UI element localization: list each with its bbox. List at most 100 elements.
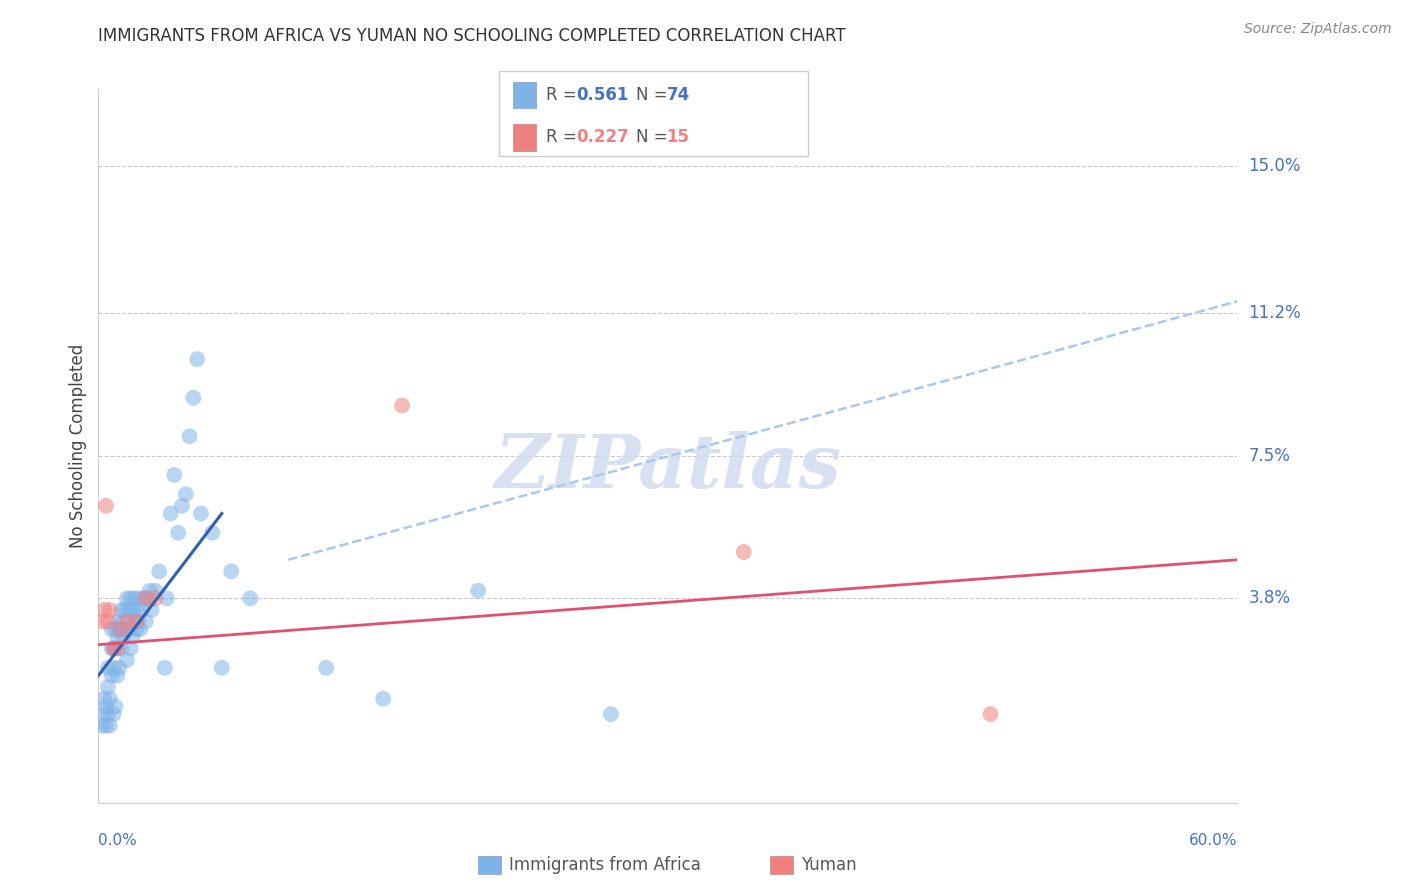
Point <box>104 641 127 656</box>
Point <box>93 603 115 617</box>
Point <box>112 615 135 629</box>
Point <box>174 487 197 501</box>
Text: Immigrants from Africa: Immigrants from Africa <box>509 856 700 874</box>
Point <box>103 707 125 722</box>
Point <box>108 622 131 636</box>
Point <box>93 691 115 706</box>
Point <box>94 719 117 733</box>
Text: 74: 74 <box>666 87 690 104</box>
Text: N =: N = <box>636 128 672 146</box>
Point <box>129 591 152 606</box>
Point <box>98 603 121 617</box>
Point <box>600 707 623 722</box>
Text: 15.0%: 15.0% <box>1249 157 1301 176</box>
Point <box>371 691 394 706</box>
Point <box>138 583 160 598</box>
Point <box>104 699 127 714</box>
Point <box>97 661 120 675</box>
Point <box>110 641 132 656</box>
Point <box>125 622 148 636</box>
Point <box>156 591 179 606</box>
Point <box>110 622 132 636</box>
Point <box>118 622 141 636</box>
Point <box>107 641 129 656</box>
Point <box>115 622 138 636</box>
Point <box>179 429 201 443</box>
Point <box>91 615 114 629</box>
Point <box>97 615 120 629</box>
Point <box>391 399 413 413</box>
Point <box>115 653 138 667</box>
Point <box>110 603 132 617</box>
Point <box>100 622 122 636</box>
Text: IMMIGRANTS FROM AFRICA VS YUMAN NO SCHOOLING COMPLETED CORRELATION CHART: IMMIGRANTS FROM AFRICA VS YUMAN NO SCHOO… <box>98 27 846 45</box>
Point <box>97 707 120 722</box>
Point <box>114 603 136 617</box>
Point <box>107 668 129 682</box>
Text: 7.5%: 7.5% <box>1249 447 1291 465</box>
Point <box>183 391 205 405</box>
Point <box>93 707 115 722</box>
Point <box>124 591 146 606</box>
Point <box>107 615 129 629</box>
Point <box>201 525 224 540</box>
Point <box>91 719 114 733</box>
Point <box>121 630 143 644</box>
Point <box>107 630 129 644</box>
Point <box>97 680 120 694</box>
Point <box>104 622 127 636</box>
Point <box>115 615 138 629</box>
Point <box>94 699 117 714</box>
Text: 60.0%: 60.0% <box>1189 833 1237 848</box>
Text: Source: ZipAtlas.com: Source: ZipAtlas.com <box>1244 22 1392 37</box>
Point <box>153 661 176 675</box>
Point <box>120 641 142 656</box>
Point <box>145 583 167 598</box>
Point <box>135 591 157 606</box>
Point <box>979 707 1001 722</box>
Point <box>211 661 233 675</box>
Point <box>141 603 163 617</box>
Point <box>159 507 181 521</box>
Text: R =: R = <box>546 87 582 104</box>
Point <box>125 615 148 629</box>
Point <box>110 622 132 636</box>
Point <box>163 467 186 482</box>
Text: 0.0%: 0.0% <box>98 833 138 848</box>
Point <box>98 691 121 706</box>
Y-axis label: No Schooling Completed: No Schooling Completed <box>69 344 87 548</box>
Point <box>114 622 136 636</box>
Point <box>120 591 142 606</box>
Point <box>115 591 138 606</box>
Point <box>221 565 243 579</box>
Point <box>145 591 167 606</box>
Point <box>108 661 131 675</box>
Text: 0.227: 0.227 <box>576 128 630 146</box>
Point <box>315 661 337 675</box>
Text: 3.8%: 3.8% <box>1249 590 1291 607</box>
Text: Yuman: Yuman <box>801 856 858 874</box>
Text: N =: N = <box>636 87 672 104</box>
Point <box>94 499 117 513</box>
Point <box>135 615 157 629</box>
Text: 15: 15 <box>666 128 689 146</box>
Point <box>124 615 146 629</box>
Text: ZIPatlas: ZIPatlas <box>495 431 841 504</box>
Point <box>186 352 208 367</box>
Point <box>148 565 170 579</box>
Point <box>136 591 159 606</box>
Point <box>170 499 193 513</box>
Point <box>121 603 143 617</box>
Point <box>733 545 755 559</box>
Point <box>103 641 125 656</box>
Point <box>129 622 152 636</box>
Point <box>103 661 125 675</box>
Point <box>239 591 262 606</box>
Point <box>100 641 122 656</box>
Text: 0.561: 0.561 <box>576 87 628 104</box>
Point <box>100 668 122 682</box>
Point <box>103 641 125 656</box>
Point <box>467 583 489 598</box>
Point <box>190 507 212 521</box>
Point <box>131 603 153 617</box>
